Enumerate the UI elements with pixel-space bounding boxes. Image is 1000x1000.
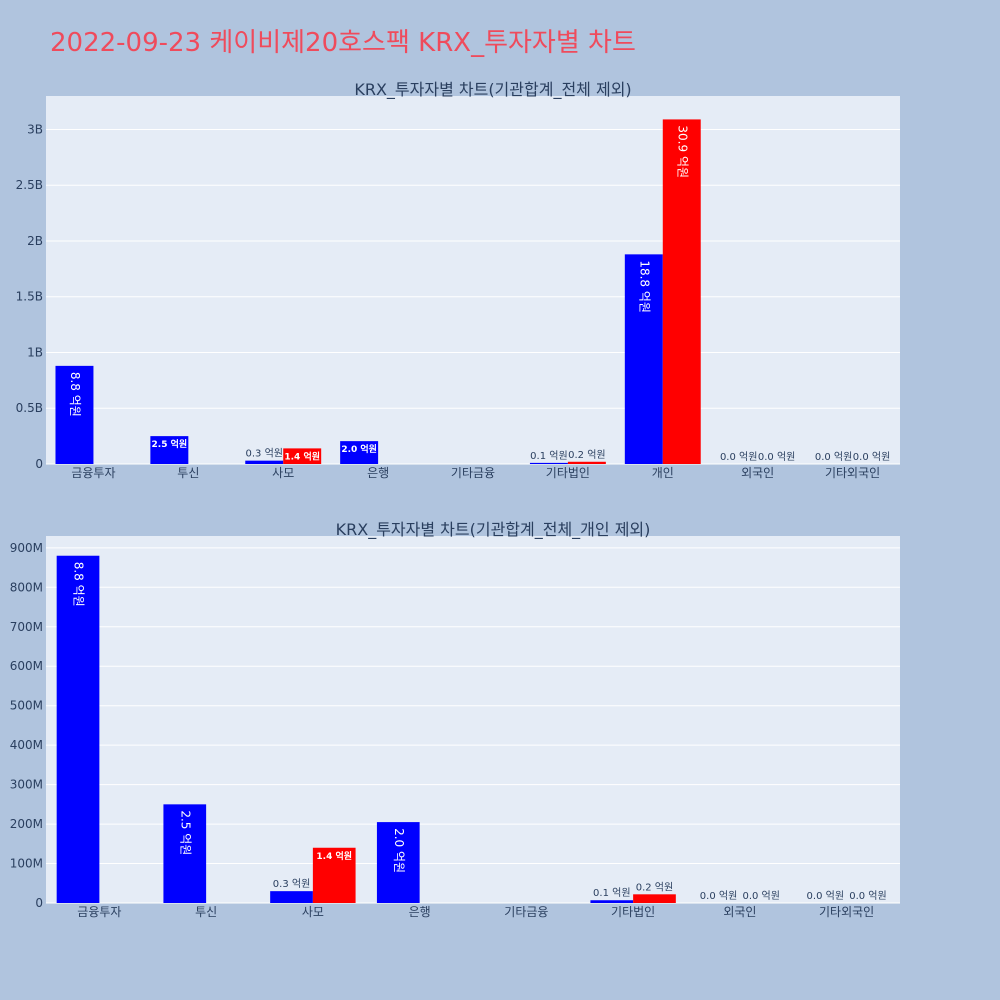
y-tick-label: 200M [10, 817, 43, 831]
bar [150, 436, 189, 464]
bar [312, 847, 356, 903]
y-tick-label: 0 [35, 896, 43, 910]
x-tick-label: 사모 [272, 466, 294, 480]
y-tick-label: 100M [10, 857, 43, 871]
y-tick-label: 600M [10, 659, 43, 673]
data-label: 2.5 억원 [178, 810, 192, 855]
x-tick-label: 금융투자 [71, 466, 115, 480]
chart-title: KRX_투자자별 차트(기관합계_전체_개인 제외) [336, 520, 651, 540]
y-tick-label: 3B [27, 122, 43, 136]
data-label: 0.0 억원 [853, 451, 890, 463]
x-tick-label: 기타금융 [504, 905, 548, 919]
y-tick-label: 800M [10, 580, 43, 594]
bar [633, 894, 676, 903]
x-tick-label: 외국인 [741, 466, 774, 480]
data-label: 0.0 억원 [742, 890, 779, 902]
bar [590, 900, 634, 903]
data-label: 0.0 억원 [807, 890, 844, 902]
data-label: 0.0 억원 [849, 890, 886, 902]
x-tick-label: 외국인 [723, 905, 756, 919]
data-label: 18.8 억원 [637, 260, 651, 313]
x-tick-label: 기타외국인 [825, 466, 880, 480]
bar [624, 254, 663, 464]
y-tick-label: 300M [10, 778, 43, 792]
data-label: 0.3 억원 [273, 878, 310, 890]
data-label: 0.0 억원 [720, 451, 757, 463]
y-tick-label: 0 [35, 457, 43, 471]
y-tick-label: 2B [27, 234, 43, 248]
bar [376, 822, 420, 903]
x-tick-label: 은행 [409, 904, 431, 919]
data-label: 0.1 억원 [530, 450, 567, 462]
x-tick-label: 기타법인 [611, 905, 655, 919]
x-tick-label: 개인 [652, 466, 674, 480]
data-label: 1.4 억원 [316, 850, 352, 862]
chart-1: 0 0.5B 1B 1.5B 2B 2.5B 3B KRX_투자자별 차트(기관합계_전체 제… [16, 80, 900, 480]
y-tick-label: 500M [10, 699, 43, 713]
data-label: 0.0 억원 [815, 451, 852, 463]
y-tick-label: 2.5B [16, 178, 43, 192]
x-tick-label: 투신 [177, 466, 199, 480]
x-tick-label: 금융투자 [77, 905, 121, 919]
x-tick-label: 기타금융 [451, 466, 495, 480]
y-tick-label: 900M [10, 541, 43, 555]
data-label: 8.8 억원 [72, 562, 86, 607]
bar [529, 462, 568, 464]
bar [340, 441, 379, 464]
data-label: 2.0 억원 [392, 828, 406, 873]
x-tick-label: 은행 [367, 465, 389, 480]
data-label: 0.1 억원 [593, 887, 630, 899]
chart-2: 0 100M 200M 300M 400M 500M 600M 700M 800M 900M KRX… [10, 520, 900, 919]
data-label: 0.0 억원 [700, 890, 737, 902]
y-tick-label: 0.5B [16, 401, 43, 415]
chart-title: KRX_투자자별 차트(기관합계_전체 제외) [354, 80, 631, 100]
bar [662, 119, 701, 464]
data-label: 8.8 억원 [68, 372, 82, 417]
plot-area [46, 96, 900, 464]
data-label: 0.0 억원 [758, 451, 795, 463]
y-tick-label: 700M [10, 620, 43, 634]
data-label: 0.2 억원 [568, 449, 605, 461]
y-tick-label: 1B [27, 345, 43, 359]
bar [567, 461, 606, 464]
data-label: 2.5 억원 [152, 438, 188, 450]
bar [270, 891, 313, 903]
bar [245, 460, 284, 464]
y-tick-label: 400M [10, 738, 43, 752]
page-title: 2022-09-23 케이비제20호스팩 KRX_투자자별 차트 [50, 28, 636, 58]
x-tick-label: 기타외국인 [819, 905, 874, 919]
bar [283, 448, 322, 464]
x-tick-label: 기타법인 [546, 466, 590, 480]
data-label: 2.0 억원 [341, 443, 377, 455]
data-label: 0.3 억원 [246, 448, 283, 460]
y-tick-label: 1.5B [16, 290, 43, 304]
data-label: 1.4 억원 [284, 450, 320, 462]
bar [163, 804, 207, 903]
x-tick-label: 사모 [302, 905, 324, 919]
bar [56, 555, 100, 903]
bar [55, 365, 94, 464]
data-label: 0.2 억원 [636, 881, 673, 893]
x-tick-label: 투신 [195, 905, 217, 919]
data-label: 30.9 억원 [675, 125, 689, 178]
